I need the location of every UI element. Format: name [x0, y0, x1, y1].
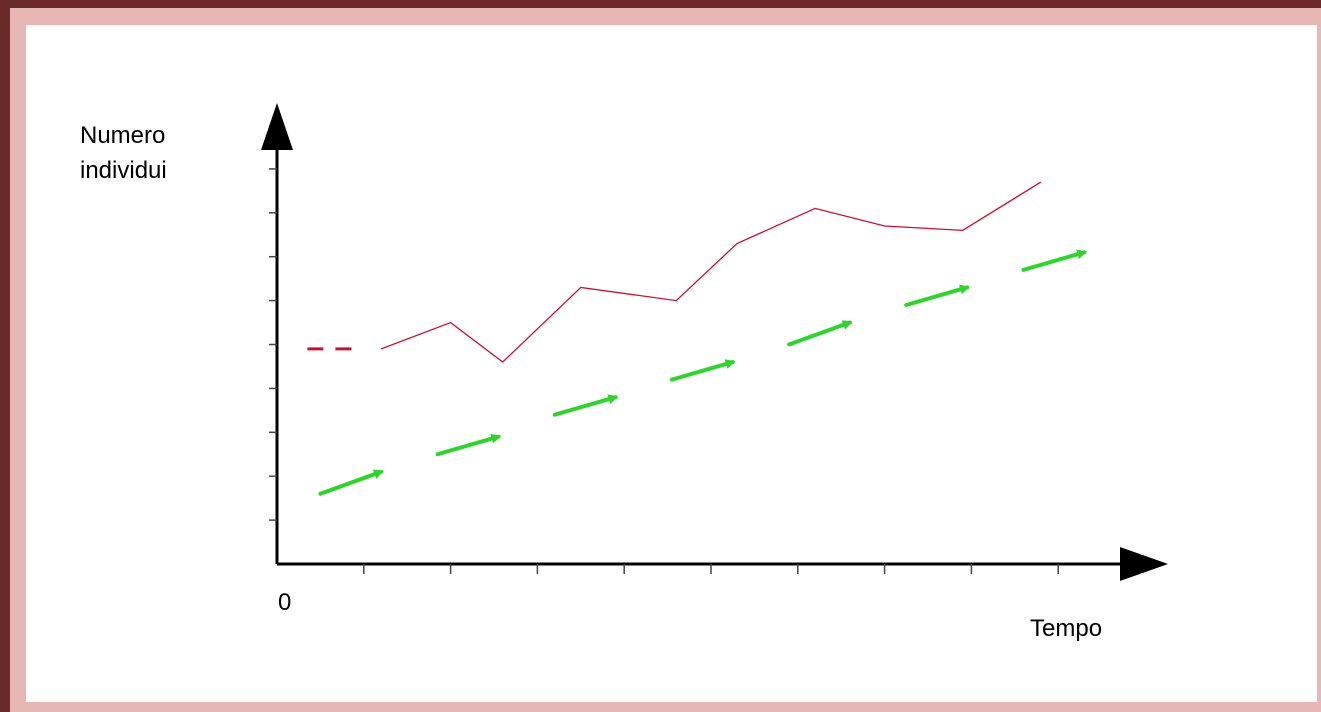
frame-top-border — [0, 0, 1321, 8]
trend-arrow-5 — [787, 320, 853, 347]
origin-label: 0 — [278, 589, 291, 616]
trend-arrow-7 — [1021, 249, 1088, 272]
axes — [261, 103, 1168, 581]
trend-arrow-1 — [318, 469, 384, 496]
trend-arrows-group — [318, 249, 1088, 496]
y-axis-label-line-2: individui — [80, 157, 167, 184]
x-axis-arrowhead — [1120, 547, 1168, 581]
frame-left-border — [0, 0, 10, 712]
axis-ticks — [269, 168, 1059, 574]
series-population-line — [380, 181, 1042, 363]
trend-arrow-4 — [669, 359, 736, 382]
trend-arrow-3 — [552, 394, 619, 417]
trend-arrow-6 — [904, 284, 970, 307]
series-group — [307, 181, 1042, 363]
chart-canvas — [26, 25, 1317, 702]
x-axis-label: Tempo — [1030, 615, 1102, 642]
trend-arrow-2 — [435, 433, 502, 457]
y-axis-arrowhead — [261, 103, 293, 150]
y-axis-label-line-1: Numero — [80, 122, 165, 149]
